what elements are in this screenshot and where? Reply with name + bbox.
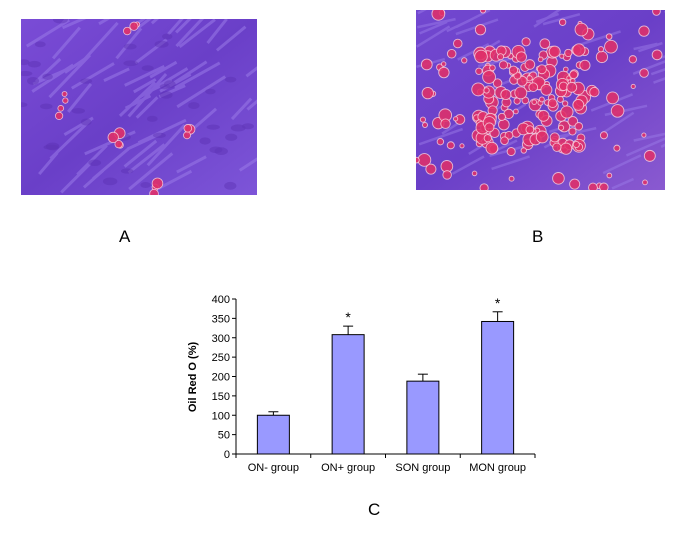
y-tick-label: 50 xyxy=(218,430,230,442)
y-tick-label: 350 xyxy=(212,313,230,325)
panel-label-c: C xyxy=(368,500,381,519)
y-tick-label: 400 xyxy=(212,294,230,306)
micrograph-b-image xyxy=(416,10,665,190)
y-tick-label: 150 xyxy=(212,391,230,403)
x-tick-label: SON group xyxy=(395,462,450,474)
panel-label-a: A xyxy=(119,227,131,246)
bar xyxy=(256,414,290,455)
bar xyxy=(331,334,365,455)
y-tick-label: 250 xyxy=(212,352,230,364)
bar xyxy=(406,380,440,455)
y-tick-label: 300 xyxy=(212,333,230,345)
y-tick-label: 0 xyxy=(224,449,230,461)
panel-label-b: B xyxy=(532,227,544,246)
micrograph-a-image xyxy=(21,19,257,195)
y-tick-label: 200 xyxy=(212,372,230,384)
significance-marker: * xyxy=(495,295,501,311)
significance-marker: * xyxy=(345,309,351,325)
bar xyxy=(481,320,515,455)
y-axis-title: Oil Red O (%) xyxy=(187,342,199,413)
y-tick-label: 100 xyxy=(212,410,230,422)
x-tick-label: ON+ group xyxy=(321,462,375,474)
x-tick-label: MON group xyxy=(469,462,526,474)
x-tick-label: ON- group xyxy=(248,462,299,474)
